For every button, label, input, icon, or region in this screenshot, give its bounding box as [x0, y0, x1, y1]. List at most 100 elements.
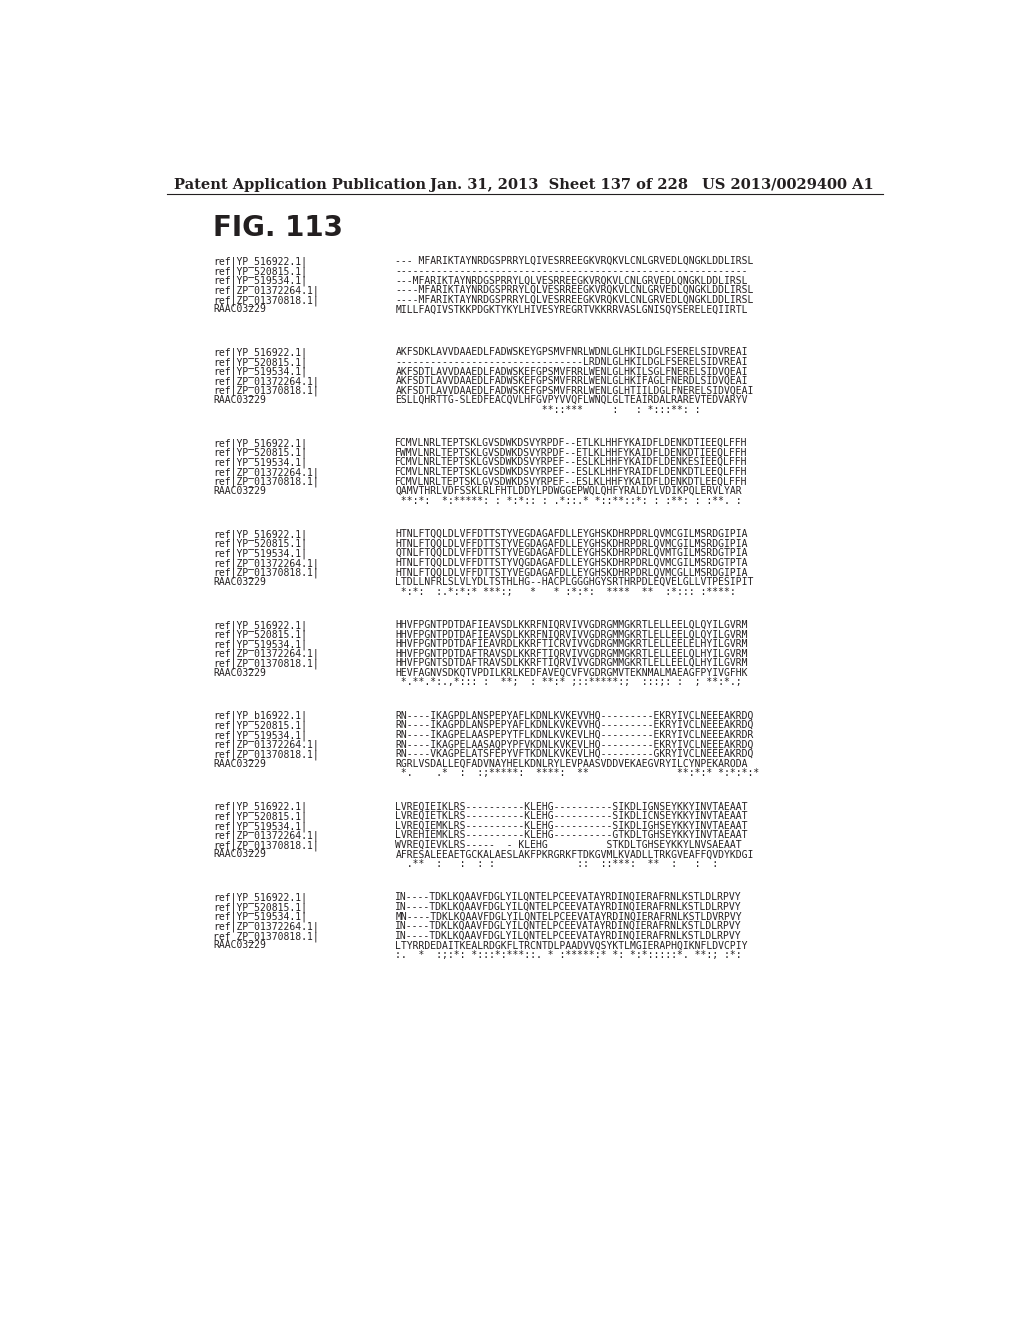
Text: **::***     :   : *:::**: :: **::*** : : *:::**: : [395, 405, 700, 414]
Text: ref|YP_519534.1|: ref|YP_519534.1| [213, 276, 307, 286]
Text: ref|YP_516922.1|: ref|YP_516922.1| [213, 529, 307, 540]
Text: .**  :   :  : :              ::  ::***:  **  :   :  :: .** : : : : :: ::***: ** : : : [395, 859, 719, 869]
Text: :.  *  :;:*: *:::*:***::. * :*****:* *: *:*:::::*. **:; :*:: :. * :;:*: *:::*:***::. * :*****:* *: *:… [395, 950, 742, 960]
Text: RN----VKAGPELATSFEPYVFTKDNLKVKEVLHQ---------GKRYIVCLNEEEAKRDQ: RN----VKAGPELATSFEPYVFTKDNLKVKEVLHQ-----… [395, 748, 754, 759]
Text: QAMVTHRLVDFSSKLRLFHTLDDYLPDWGGEPWQLQHFYRALDYLVDIKPQLERVLYAR: QAMVTHRLVDFSSKLRLFHTLDDYLPDWGGEPWQLQHFYR… [395, 486, 742, 496]
Text: ref|YP_520815.1|: ref|YP_520815.1| [213, 356, 307, 367]
Text: *.    .*  :  :;*****:  ****:  **               **:*:* *:*:*:*: *. .* : :;*****: ****: ** **:*:* *:*:*:* [395, 768, 760, 779]
Text: ref|ZP_01372264.1|: ref|ZP_01372264.1| [213, 557, 319, 569]
Text: LVREQIEIKLRS----------KLEHG----------SIKDLIGNSEYKKYINVTAEAAT: LVREQIEIKLRS----------KLEHG----------SIK… [395, 801, 748, 812]
Text: RAAC03229: RAAC03229 [213, 395, 266, 405]
Text: RN----IKAGPELAASAQPYPFVKDNLKVKEVLHQ---------EKRYIVCLNEEEAKRDQ: RN----IKAGPELAASAQPYPFVKDNLKVKEVLHQ-----… [395, 739, 754, 750]
Text: ref|YP_519534.1|: ref|YP_519534.1| [213, 639, 307, 649]
Text: ref|YP_519534.1|: ref|YP_519534.1| [213, 911, 307, 923]
Text: HHVFPGNTPDTDAFIEAVRDLKKRFTICRVIVVGDRGMMGKRTLELLEELELHYILGVRM: HHVFPGNTPDTDAFIEAVRDLKKRFTICRVIVVGDRGMMG… [395, 639, 748, 649]
Text: IN----TDKLKQAAVFDGLYILQNTELPCEEVATAYRDINQIERAFRNLKSTLDLRPVY: IN----TDKLKQAAVFDGLYILQNTELPCEEVATAYRDIN… [395, 902, 742, 912]
Text: FIG. 113: FIG. 113 [213, 214, 343, 242]
Text: ref|YP_516922.1|: ref|YP_516922.1| [213, 892, 307, 903]
Text: FCMVLNRLTEPTSKLGVSDWKDSVYRPEF--ESLKLHHFYRAIDFLDENKDTLEEQLFFH: FCMVLNRLTEPTSKLGVSDWKDSVYRPEF--ESLKLHHFY… [395, 467, 748, 477]
Text: ref|ZP_01370818.1|: ref|ZP_01370818.1| [213, 294, 319, 306]
Text: ref|ZP_01372264.1|: ref|ZP_01372264.1| [213, 376, 319, 387]
Text: ref|ZP_01372264.1|: ref|ZP_01372264.1| [213, 739, 319, 750]
Text: LTYRRDEDAITKEALRDGKFLTRCNTDLPAADVVQSYKTLMGIERAPHQIKNFLDVCPIY: LTYRRDEDAITKEALRDGKFLTRCNTDLPAADVVQSYKTL… [395, 940, 748, 950]
Text: FCMVLNRLTEPTSKLGVSDWKDSVYRPEF--ESLKLHHFYKAIDFLDENKESIEEQLFFH: FCMVLNRLTEPTSKLGVSDWKDSVYRPEF--ESLKLHHFY… [395, 457, 748, 467]
Text: ref|YP_519534.1|: ref|YP_519534.1| [213, 457, 307, 469]
Text: IN----TDKLKQAAVFDGLYILQNTELPCEEVATAYRDINQIERAFRNLKSTLDLRPVY: IN----TDKLKQAAVFDGLYILQNTELPCEEVATAYRDIN… [395, 931, 742, 941]
Text: IN----TDKLKQAAVFDGLYILQNTELPCEEVATAYRDINQIERAFRNLKSTLDLRPVY: IN----TDKLKQAAVFDGLYILQNTELPCEEVATAYRDIN… [395, 892, 742, 902]
Text: ref|YP_516922.1|: ref|YP_516922.1| [213, 256, 307, 267]
Text: ---MFARIKTAYNRDGSPRRYLQLVESRREEGKVRQKVLCNLGRVEDLQNGKLDDLIRSL: ---MFARIKTAYNRDGSPRRYLQLVESRREEGKVRQKVLC… [395, 276, 748, 285]
Text: ref|YP_b16922.1|: ref|YP_b16922.1| [213, 710, 307, 722]
Text: RAAC03229: RAAC03229 [213, 759, 266, 768]
Text: HHVFPGNTPDTDAFTRAVSDLKKRFTIQRVIVVGDRGMMGKRTLELLEELQLHYILGVRM: HHVFPGNTPDTDAFTRAVSDLKKRFTIQRVIVVGDRGMMG… [395, 648, 748, 659]
Text: Jan. 31, 2013  Sheet 137 of 228: Jan. 31, 2013 Sheet 137 of 228 [430, 178, 688, 191]
Text: ref|YP_516922.1|: ref|YP_516922.1| [213, 801, 307, 812]
Text: HTNLFTQQLDLVFFDTTSTYVEGDAGAFDLLEYGHSKDHRPDRLQVMCGILMSRDGIPIA: HTNLFTQQLDLVFFDTTSTYVEGDAGAFDLLEYGHSKDHR… [395, 539, 748, 548]
Text: ref|YP_520815.1|: ref|YP_520815.1| [213, 539, 307, 549]
Text: QTNLFTQQLDLVFFDTTSTYVEGDAGAFDLLEYGHSKDHRPDRLQVMTGILMSRDGTPIA: QTNLFTQQLDLVFFDTTSTYVEGDAGAFDLLEYGHSKDHR… [395, 548, 748, 558]
Text: ref ZP_01370818.1|: ref ZP_01370818.1| [213, 931, 319, 941]
Text: LVREQIEMKLRS----------KLEHG----------SIKDLIGHSEYKKYINVTAEAAT: LVREQIEMKLRS----------KLEHG----------SIK… [395, 821, 748, 830]
Text: ref|YP_520815.1|: ref|YP_520815.1| [213, 902, 307, 912]
Text: ref|YP_520815.1|: ref|YP_520815.1| [213, 447, 307, 458]
Text: ref|ZP_01370818.1|: ref|ZP_01370818.1| [213, 477, 319, 487]
Text: FCMVLNRLTEPTSKLGVSDWKDSVYRPDF--ETLKLHHFYKAIDFLDENKDTIEEQLFFH: FCMVLNRLTEPTSKLGVSDWKDSVYRPDF--ETLKLHHFY… [395, 438, 748, 447]
Text: AKFSDTLAVVDAAEDLFADWSKEFGPSMVFRRLWENLGLHTIILDGLFNERELSIDVQEAI: AKFSDTLAVVDAAEDLFADWSKEFGPSMVFRRLWENLGLH… [395, 385, 754, 396]
Text: ref|YP_520815.1|: ref|YP_520815.1| [213, 630, 307, 640]
Text: RGRLVSDALLEQFADVNAYHELKDNLRYLEVPAASVDDVEKAEGVRYILCYNPEKARODA: RGRLVSDALLEQFADVNAYHELKDNLRYLEVPAASVDDVE… [395, 759, 748, 768]
Text: ----MFARIKTAYNRDGSPRRYLQLVESRREEGKVRQKVLCNLGRVEDLQNGKLDDLIRSL: ----MFARIKTAYNRDGSPRRYLQLVESRREEGKVRQKVL… [395, 285, 754, 296]
Text: LVREHIEMKLRS----------KLEHG----------GTKDLTGHSEYKKYINVTAEAAT: LVREHIEMKLRS----------KLEHG----------GTK… [395, 830, 748, 841]
Text: ref|ZP_01372264.1|: ref|ZP_01372264.1| [213, 285, 319, 296]
Text: FWMVLNRLTEPTSKLGVSDWKDSVYRPDF--ETLKLHHFYKAIDFLDENKDTIEEQLFFH: FWMVLNRLTEPTSKLGVSDWKDSVYRPDF--ETLKLHHFY… [395, 447, 748, 458]
Text: FCMVLNRLTEPTSKLGVSDWKDSVYRPEF--ESLKLHHFYKAIDFLDENKDTLEEQLFFH: FCMVLNRLTEPTSKLGVSDWKDSVYRPEF--ESLKLHHFY… [395, 477, 748, 486]
Text: ref|ZP_01372264.1|: ref|ZP_01372264.1| [213, 830, 319, 841]
Text: ref|YP_519534.1|: ref|YP_519534.1| [213, 548, 307, 558]
Text: HHVFPGNTSDTDAFTRAVSDLKKRFTIQRVIVVGDRGMMGKRTLELLEELQLHYILGVRM: HHVFPGNTSDTDAFTRAVSDLKKRFTIQRVIVVGDRGMMG… [395, 659, 748, 668]
Text: IN----TDKLKQAAVFDGLYILQNTELPCEEVATAYRDINQIERAFRNLKSTLDLRPVY: IN----TDKLKQAAVFDGLYILQNTELPCEEVATAYRDIN… [395, 921, 742, 931]
Text: ref|ZP_01370818.1|: ref|ZP_01370818.1| [213, 840, 319, 851]
Text: HTNLFTQQLDLVFFDTTSTYVEGDAGAFDLLEYGHSKDHRPDRLQVMCGILMSRDGIPIA: HTNLFTQQLDLVFFDTTSTYVEGDAGAFDLLEYGHSKDHR… [395, 529, 748, 539]
Text: ref|ZP_01370818.1|: ref|ZP_01370818.1| [213, 385, 319, 396]
Text: RAAC03229: RAAC03229 [213, 486, 266, 496]
Text: RAAC03229: RAAC03229 [213, 850, 266, 859]
Text: *:*:  :.*:*:* ***:;   *   * :*:*:  ****  **  :*::: :****:: *:*: :.*:*:* ***:; * * :*:*: **** ** :*:… [395, 586, 736, 597]
Text: ref|ZP_01372264.1|: ref|ZP_01372264.1| [213, 921, 319, 932]
Text: ref|YP_519534.1|: ref|YP_519534.1| [213, 730, 307, 741]
Text: ------------------------------------------------------------: ----------------------------------------… [395, 265, 748, 276]
Text: ref|YP_516922.1|: ref|YP_516922.1| [213, 438, 307, 449]
Text: **:*:  *:*****: : *:*:: : .*::.* *::**::*: : :**: : :**. :: **:*: *:*****: : *:*:: : .*::.* *::**::*… [395, 496, 742, 506]
Text: MN----TDKLKQAAVFDGLYILQNTELPCEEVATAYRDINQIERAFRNLKSTLDVRPVY: MN----TDKLKQAAVFDGLYILQNTELPCEEVATAYRDIN… [395, 911, 742, 921]
Text: ref|YP_519534.1|: ref|YP_519534.1| [213, 367, 307, 378]
Text: WVREQIEVKLRS-----  - KLEHG          STKDLTGHSEYKKYLNVSAEAAT: WVREQIEVKLRS----- - KLEHG STKDLTGHSEYKKY… [395, 840, 742, 850]
Text: AKFSDKLAVVDAAEDLFADWSKEYGPSMVFNRLWDNLGLHKILDGLFSERELSIDVREAI: AKFSDKLAVVDAAEDLFADWSKEYGPSMVFNRLWDNLGLH… [395, 347, 748, 356]
Text: RN----IKAGPDLANSPEPYAFLKDNLKVKEVVHQ---------EKRYIVCLNEEEAKRDQ: RN----IKAGPDLANSPEPYAFLKDNLKVKEVVHQ-----… [395, 721, 754, 730]
Text: ----MFARIKTAYNRDGSPRRYLQLVESRREEGKVRQKVLCNLGRVEDLQNGKLDDLIRSL: ----MFARIKTAYNRDGSPRRYLQLVESRREEGKVRQKVL… [395, 294, 754, 305]
Text: HTNLFTQQLDLVFFDTTSTYVQGDAGAFDLLEYGHSKDHRPDRLQVMCGILMSRDGTPTA: HTNLFTQQLDLVFFDTTSTYVQGDAGAFDLLEYGHSKDHR… [395, 557, 748, 568]
Text: MILLFAQIVSTKKPDGKTYKYLHIVESYREGRTVKKRRVASLGNISQYSERELEQIIRTL: MILLFAQIVSTKKPDGKTYKYLHIVESYREGRTVKKRRVA… [395, 305, 748, 314]
Text: HHVFPGNTPDTDAFIEAVSDLKKRFNIQRVIVVGDRGMMGKRTLELLEELQLQYILGVRM: HHVFPGNTPDTDAFIEAVSDLKKRFNIQRVIVVGDRGMMG… [395, 630, 748, 639]
Text: ref|ZP_01372264.1|: ref|ZP_01372264.1| [213, 467, 319, 478]
Text: ESLLQHRTTG-SLEDFEACQVLHFGVPYVVQFLWNQLGLTEAIRDALRAREVTEDVARYV: ESLLQHRTTG-SLEDFEACQVLHFGVPYVVQFLWNQLGLT… [395, 395, 748, 405]
Text: RAAC03229: RAAC03229 [213, 577, 266, 587]
Text: HHVFPGNTPDTDAFIEAVSDLKKRFNIQRVIVVGDRGMMGKRTLELLEELQLQYILGVRM: HHVFPGNTPDTDAFIEAVSDLKKRFNIQRVIVVGDRGMMG… [395, 619, 748, 630]
Text: ref|YP_516922.1|: ref|YP_516922.1| [213, 347, 307, 358]
Text: --- MFARIKTAYNRDGSPRRYLQIVESRREEGKVRQKVLCNLGRVEDLQNGKLDDLIRSL: --- MFARIKTAYNRDGSPRRYLQIVESRREEGKVRQKVL… [395, 256, 754, 267]
Text: US 2013/0029400 A1: US 2013/0029400 A1 [701, 178, 873, 191]
Text: ref|ZP_01370818.1|: ref|ZP_01370818.1| [213, 659, 319, 669]
Text: ref|YP_520815.1|: ref|YP_520815.1| [213, 810, 307, 822]
Text: ref|YP_519534.1|: ref|YP_519534.1| [213, 821, 307, 832]
Text: RN----IKAGPDLANSPEPYAFLKDNLKVKEVVHQ---------EKRYIVCLNEEEAKRDQ: RN----IKAGPDLANSPEPYAFLKDNLKVKEVVHQ-----… [395, 710, 754, 721]
Text: AFRESALEEAETGCKALAESLAKFPKRGRKFTDKGVMLKVADLLTRKGVEAFFQVDYKDGI: AFRESALEEAETGCKALAESLAKFPKRGRKFTDKGVMLKV… [395, 850, 754, 859]
Text: HEVFAGNVSDKQTVPDILKRLKEDFAVEQCVFVGDRGMVTEKNMALMAEAGFPYIVGFHK: HEVFAGNVSDKQTVPDILKRLKEDFAVEQCVFVGDRGMVT… [395, 668, 748, 677]
Text: Patent Application Publication: Patent Application Publication [174, 178, 427, 191]
Text: RN----IKAGPELAASPEPYTFLKDNLKVKEVLHQ---------EKRYIVCLNEEEAKRDR: RN----IKAGPELAASPEPYTFLKDNLKVKEVLHQ-----… [395, 730, 754, 739]
Text: AKFSDTLAVVDAAEDLFADWSKEFGPSMVFRRLWENLGLHKILSGLFNERELSIDVQEAI: AKFSDTLAVVDAAEDLFADWSKEFGPSMVFRRLWENLGLH… [395, 367, 748, 376]
Text: *.**.*:.,*::: :  **;  : **:* ;::*****:;  :::;: :  ; **:*.;: *.**.*:.,*::: : **; : **:* ;::*****:; ::… [395, 677, 742, 688]
Text: --------------------------------LRDNLGLHKILDGLFSERELSIDVREAI: --------------------------------LRDNLGLH… [395, 356, 748, 367]
Text: RAAC03229: RAAC03229 [213, 305, 266, 314]
Text: ref|YP_520815.1|: ref|YP_520815.1| [213, 721, 307, 731]
Text: AKFSDTLAVVDAAEDLFADWSKEFGPSMVFRRLWENLGLHKIFAGLFNERDLSIDVQEAI: AKFSDTLAVVDAAEDLFADWSKEFGPSMVFRRLWENLGLH… [395, 376, 748, 385]
Text: RAAC03229: RAAC03229 [213, 940, 266, 950]
Text: LVREQIETKLRS----------KLEHG----------SIKDLICNSEYKKYINVTAEAAT: LVREQIETKLRS----------KLEHG----------SIK… [395, 810, 748, 821]
Text: ref|YP_516922.1|: ref|YP_516922.1| [213, 619, 307, 631]
